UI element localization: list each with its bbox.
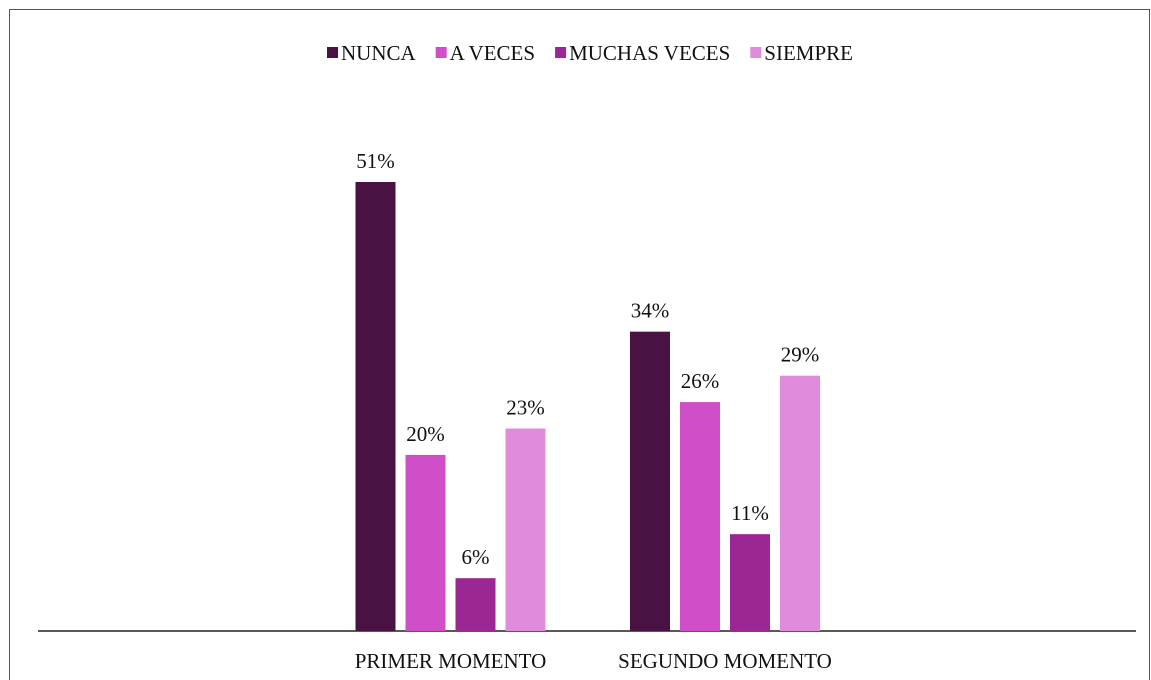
data-label: 51%: [356, 149, 395, 173]
data-label: 29%: [781, 343, 820, 367]
bar: [630, 331, 670, 631]
bar: [405, 454, 446, 631]
data-label: 11%: [731, 501, 769, 525]
bar: [455, 578, 496, 631]
legend-swatch: [327, 47, 339, 58]
bar: [505, 428, 546, 631]
legend-label: SIEMPRE: [764, 41, 853, 65]
legend-label: A VECES: [450, 41, 535, 65]
bar: [730, 534, 770, 631]
data-label: 23%: [506, 396, 545, 420]
legend-label: MUCHAS VECES: [569, 41, 730, 65]
data-label: 20%: [406, 422, 445, 446]
data-label: 26%: [681, 369, 720, 393]
frame: [9, 9, 1150, 680]
legend-swatch: [435, 47, 447, 58]
data-label: 34%: [631, 299, 670, 323]
legend-swatch: [750, 47, 762, 58]
bar: [355, 182, 396, 631]
x-tick-label: PRIMER MOMENTO: [355, 649, 547, 673]
bar: [780, 375, 820, 631]
x-tick-label: SEGUNDO MOMENTO: [618, 649, 832, 673]
data-label: 6%: [462, 545, 490, 569]
bar: [680, 402, 720, 631]
legend-label: NUNCA: [341, 41, 417, 65]
legend-swatch: [555, 47, 567, 58]
